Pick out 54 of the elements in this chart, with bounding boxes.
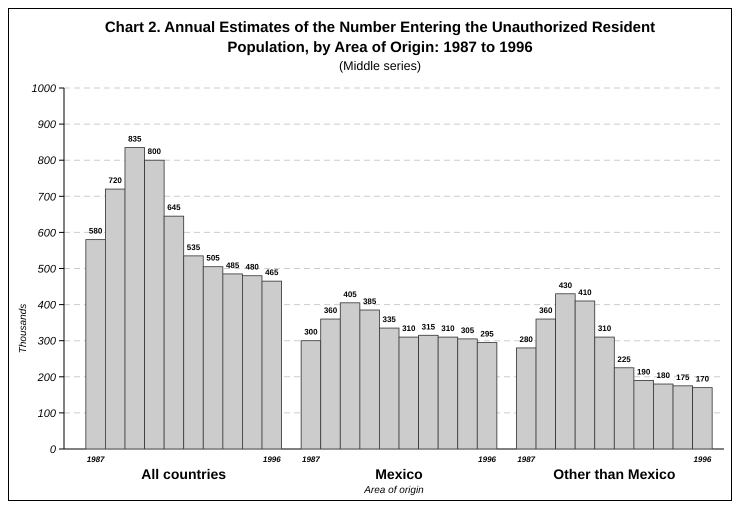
data-label: 300 [304,328,318,337]
data-label: 405 [343,290,358,299]
data-label: 535 [186,242,201,252]
y-tick-label: 0 [50,444,57,456]
data-label: 505 [206,254,220,263]
data-label: 175 [676,372,690,382]
text: Mexico [375,466,423,482]
x-tick-label: 1996 [262,455,282,464]
data-label: 720 [108,176,122,186]
data-label: 225 [617,354,632,364]
x-tick-label: 1996 [693,455,712,464]
y-tick-label: 500 [38,264,57,276]
data-label: 310 [402,324,416,334]
x-tick-label: 1987 [86,455,106,464]
y-tick-label: 400 [38,300,57,312]
x-tick-label: 1987 [302,455,320,464]
data-label: 480 [246,262,260,272]
y-tick-label: 200 [36,372,57,384]
data-label: 305 [460,326,475,335]
data-label: 360 [539,306,554,316]
y-tick-label: 800 [38,155,57,168]
chart-title: Chart 2. Annual Estimates of the Number Entering the Unauthorized Resident Population, by Area of Origin: 1987 to 1996 [104,19,656,56]
data-label: 410 [578,288,592,297]
data-label: 385 [362,297,377,306]
y-tick-label: 300 [38,336,57,348]
data-label: 280 [520,334,534,344]
data-label: 190 [636,367,651,376]
data-label: 835 [128,134,142,144]
data-label: 335 [382,315,396,324]
y-tick-label: 600 [38,227,57,240]
chart-subtitle: (Middle series) [339,59,421,73]
x-tick-label: 1987 [517,455,536,464]
y-tick-label: 1000 [32,83,57,95]
data-label: 645 [167,203,182,212]
data-label: 800 [148,147,162,156]
data-label: 180 [656,371,670,380]
x-axis-title: Area of origin [363,485,424,496]
text: Other than Mexico [553,466,676,482]
data-label: 310 [441,324,456,334]
text: All countries [141,466,226,482]
data-label: 295 [480,330,494,339]
y-tick-label: 100 [38,408,57,420]
data-label: 580 [88,226,103,236]
data-label: 315 [422,322,436,332]
x-tick-label: 1996 [478,455,497,464]
data-label: 170 [696,374,710,384]
data-label: 310 [598,324,612,334]
data-label: 485 [226,260,240,270]
y-tick-label: 700 [38,191,57,204]
data-label: 430 [558,280,573,290]
y-tick-label: 900 [38,119,57,132]
data-label: 465 [265,268,279,278]
y-axis-title: Thousands [18,304,29,354]
data-label: 360 [324,306,338,316]
